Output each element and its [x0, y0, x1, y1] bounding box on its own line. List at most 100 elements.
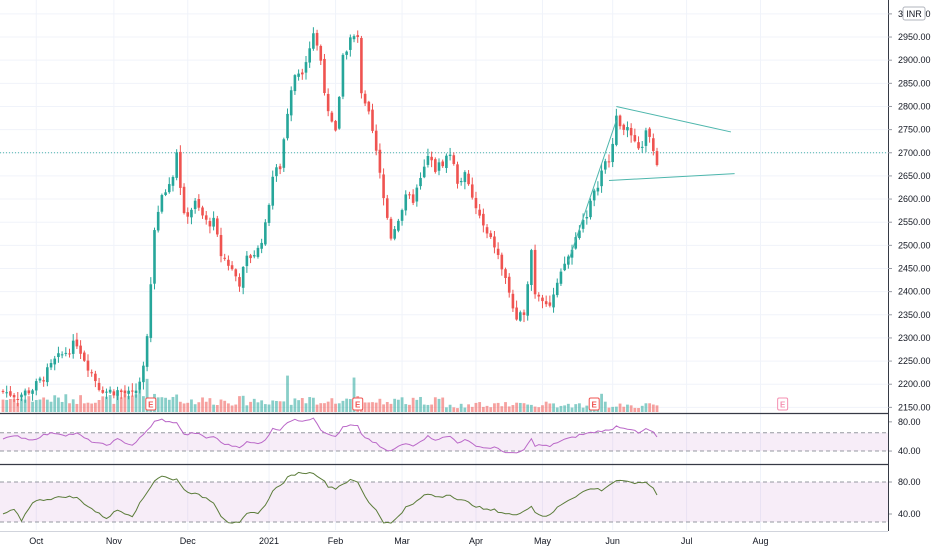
candle-body [42, 380, 45, 382]
candle-body [138, 381, 142, 390]
candle-body [341, 54, 345, 97]
earnings-marker[interactable]: E [145, 397, 157, 411]
volume-bar [348, 399, 352, 412]
candlesticks[interactable] [1, 27, 659, 407]
candle-body [315, 32, 319, 46]
earnings-marker-label: E [148, 401, 154, 410]
volume-bar [101, 396, 105, 412]
x-axis-label: Jul [681, 536, 693, 546]
volume-bar [581, 407, 585, 412]
candle-body [267, 204, 271, 223]
trendline [616, 105, 732, 133]
volume-bar [319, 403, 323, 412]
indicator-1-pane[interactable]: 40.00 80.00 [0, 417, 921, 456]
candle-body [256, 247, 260, 257]
volume-bar [193, 404, 197, 412]
earnings-marker[interactable]: E [352, 397, 364, 411]
volume-bar [164, 397, 167, 412]
candle-body [452, 155, 456, 164]
volume-bar [297, 400, 300, 412]
candle-body [360, 37, 363, 94]
candle-body [530, 250, 533, 285]
candle-body [385, 198, 389, 218]
earnings-marker[interactable]: E [588, 397, 600, 411]
indicator-1-band [0, 432, 888, 452]
candle-body [470, 184, 474, 198]
volume-bar [208, 398, 212, 412]
candle-body [629, 127, 633, 136]
volume-bar [167, 399, 171, 412]
candle-body [652, 138, 655, 152]
price-tick-label: 2650.00 [898, 171, 931, 181]
indicator-2-pane[interactable]: 40.00 80.00 [0, 471, 921, 524]
candle-body [603, 161, 607, 170]
currency-badge-box [902, 6, 926, 21]
price-tick-label: 2450.00 [898, 263, 931, 273]
volume-bar [633, 407, 637, 412]
candle-body [496, 248, 500, 255]
volume-bar [245, 405, 249, 412]
candle-body [544, 301, 548, 305]
volume-bar [60, 401, 64, 412]
candle-body [319, 45, 323, 61]
volume-bar [204, 401, 208, 412]
volume-bar [626, 404, 629, 412]
indicator-1-tick-label: 80.00 [898, 417, 921, 427]
candle-body [68, 353, 71, 355]
volume-bar [352, 377, 356, 412]
candle-body [34, 381, 38, 391]
candle-body [574, 237, 578, 249]
volume-bar [459, 403, 463, 412]
volume-bar [404, 404, 408, 412]
volume-bar [637, 407, 640, 412]
candle-body [57, 353, 60, 358]
volume-bar [408, 404, 411, 412]
candle-body [607, 161, 611, 163]
volume-bar [304, 403, 308, 412]
indicator-1-tick-label: 40.00 [898, 446, 921, 456]
volume-bar [437, 398, 441, 412]
candle-body [415, 187, 419, 202]
volume-bar [541, 405, 544, 412]
candle-body [578, 230, 581, 238]
candle-body [482, 213, 485, 226]
trendline [608, 173, 735, 182]
volume-bar [134, 394, 138, 412]
volume-bar [566, 403, 570, 412]
volume-bar [452, 407, 456, 412]
volume-bar [489, 407, 493, 412]
candle-body [378, 149, 382, 173]
candle-body [463, 172, 467, 183]
earnings-marker[interactable]: E [777, 397, 789, 411]
candle-body [559, 271, 563, 284]
volume-bar [116, 394, 119, 412]
candle-body [552, 294, 555, 308]
candle-body [655, 151, 659, 165]
earnings-marker-box [352, 397, 364, 411]
candle-body [216, 218, 219, 235]
volume-bar [426, 404, 430, 412]
candle-body [64, 352, 68, 354]
trendlines[interactable] [567, 105, 735, 262]
candle-body [145, 336, 149, 367]
candle-body [105, 391, 108, 393]
volume-bar [629, 405, 633, 412]
volume-bar [282, 401, 286, 412]
volume-bar [5, 399, 9, 412]
volume-bar [393, 398, 397, 412]
candle-body [116, 390, 119, 396]
volume-bar [504, 402, 507, 412]
candle-body [374, 130, 378, 151]
candle-body [90, 372, 93, 374]
candle-body [312, 33, 315, 49]
volume-bar [190, 399, 193, 412]
candle-body [286, 113, 289, 139]
candle-body [563, 263, 566, 271]
candle-body [300, 72, 304, 75]
volume-bar [433, 397, 437, 412]
price-tick-label: 2700.00 [898, 148, 931, 158]
candle-body [422, 166, 426, 178]
candle-body [275, 167, 278, 177]
